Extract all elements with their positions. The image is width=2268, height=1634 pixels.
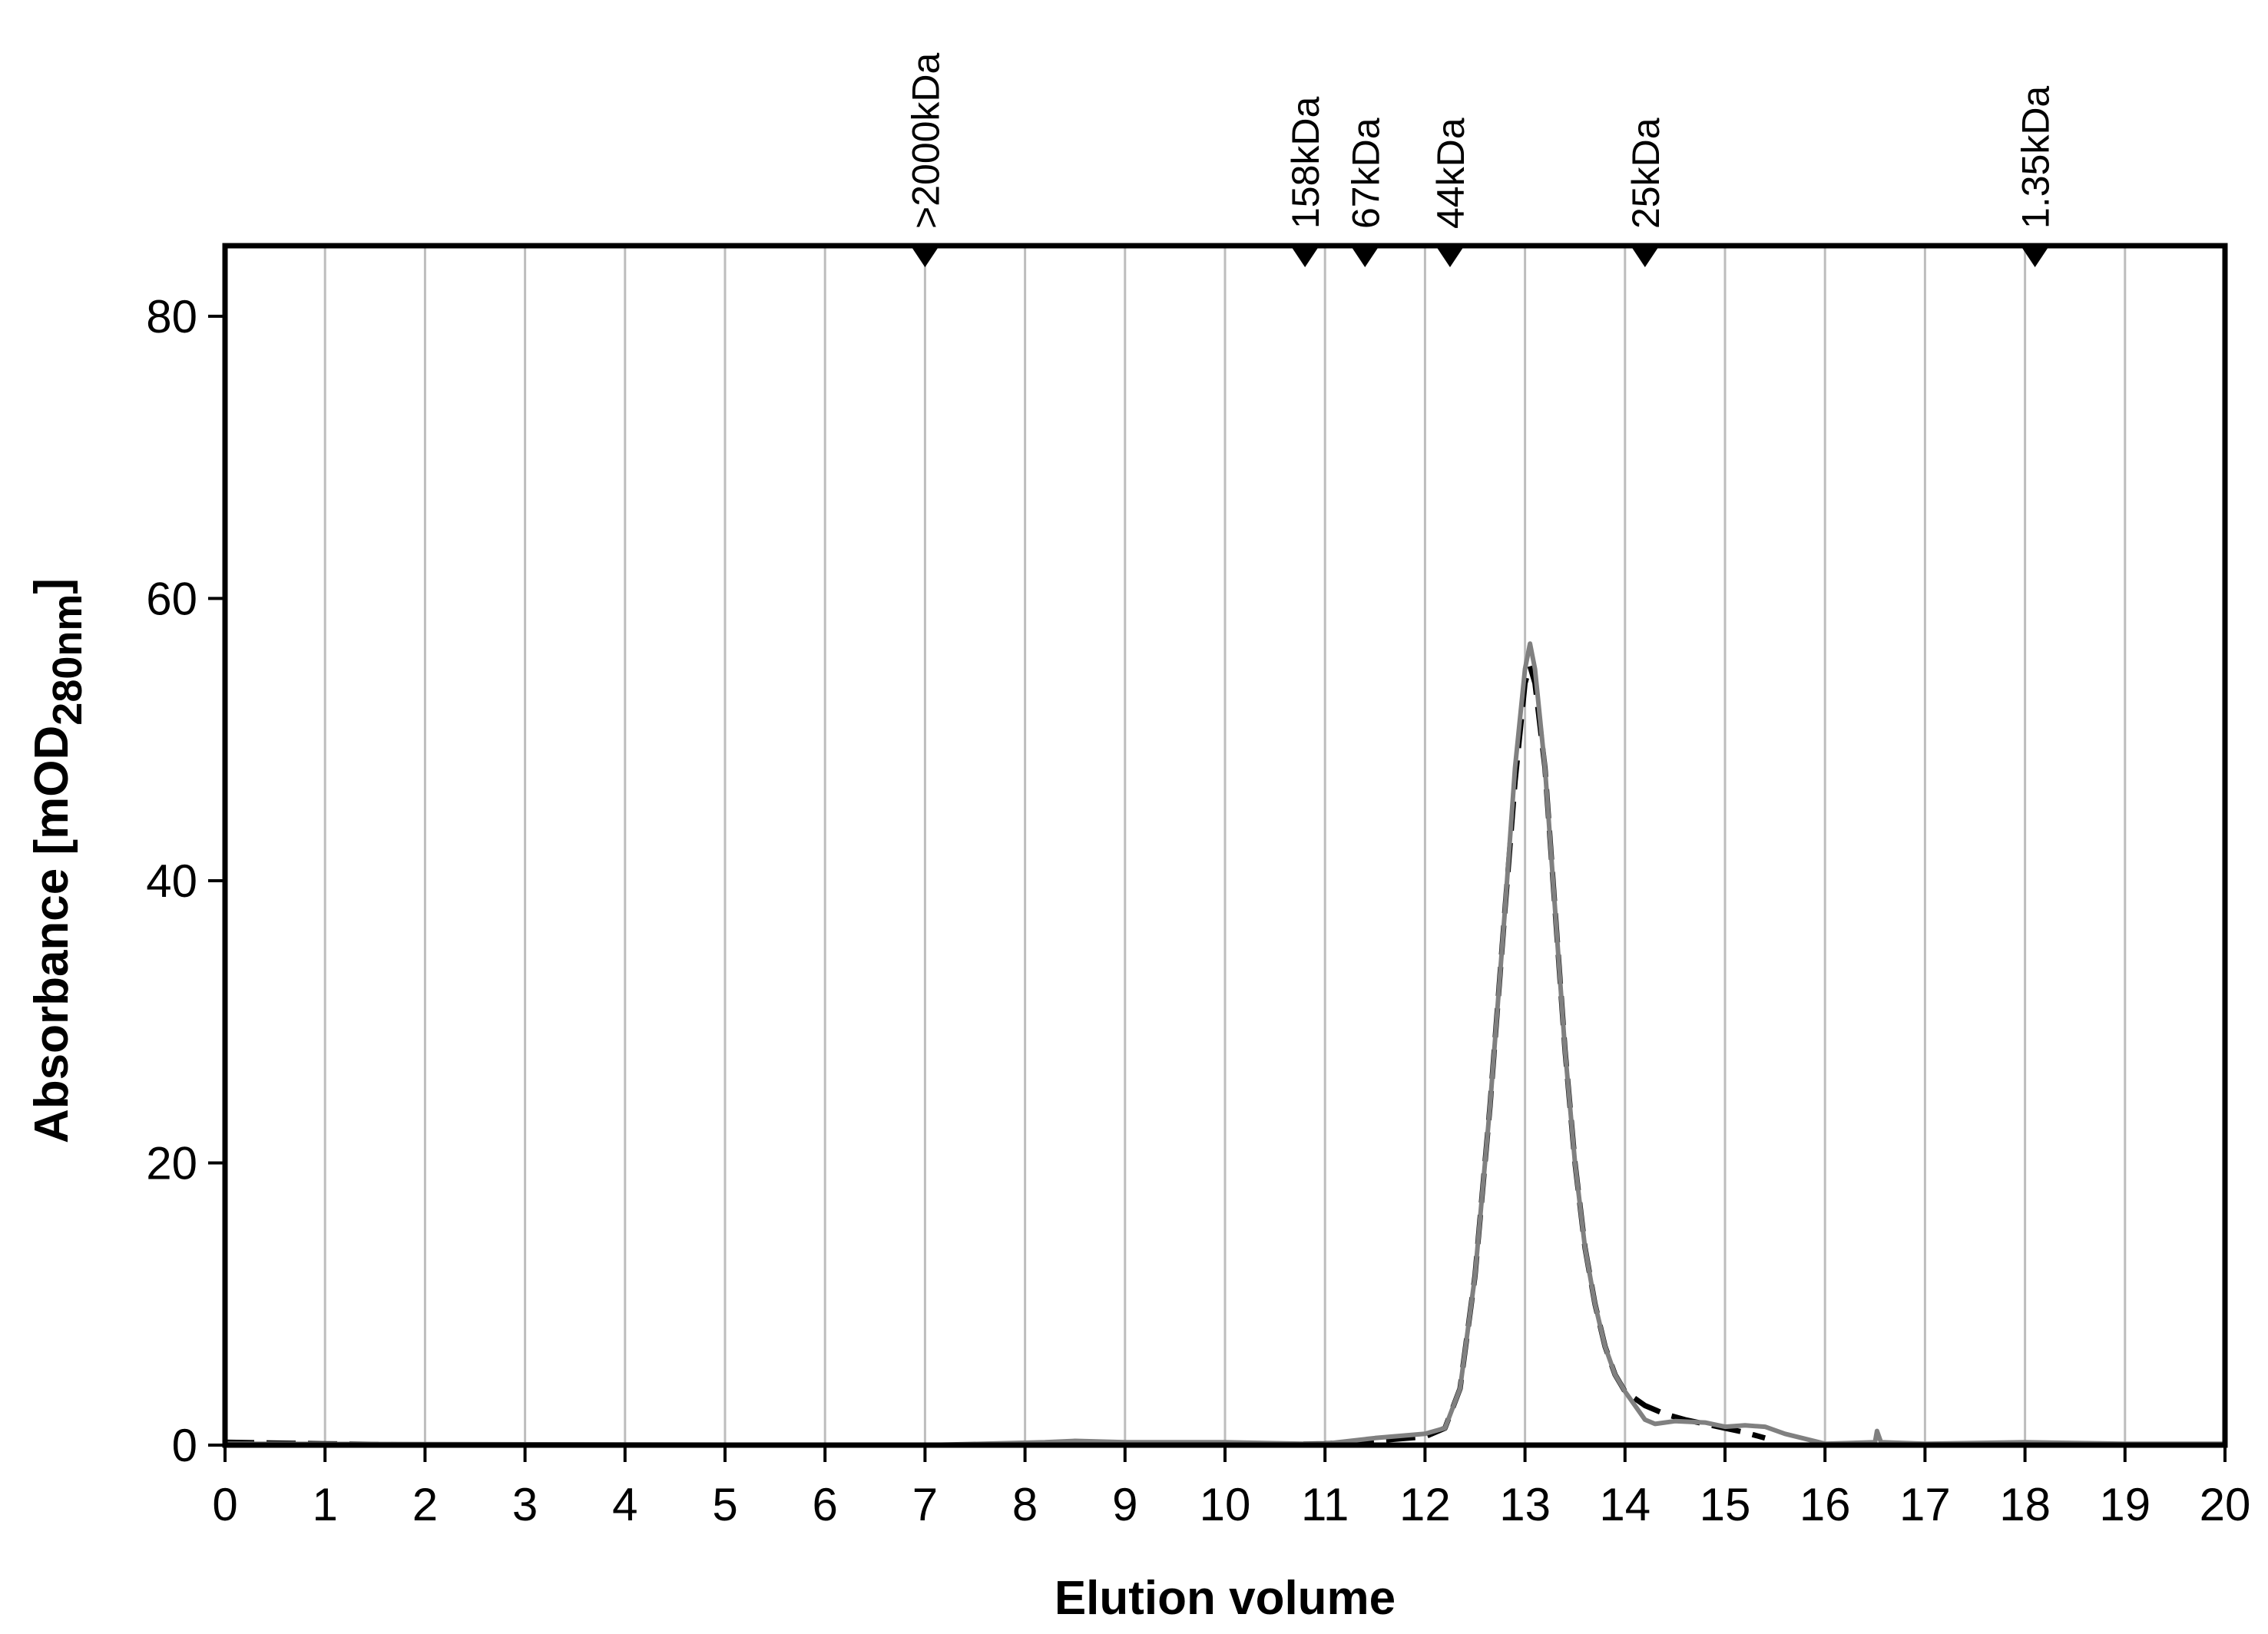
x-tick-label-20: 20 <box>2200 1479 2251 1530</box>
y-tick-label-0: 0 <box>172 1420 197 1471</box>
marker-label-2: 67kDa <box>1344 117 1387 229</box>
x-tick-label-0: 0 <box>212 1479 237 1530</box>
y-tick-label-20: 20 <box>146 1137 197 1189</box>
y-axis-title-subscript: 280nm <box>45 594 91 726</box>
x-tick-label-8: 8 <box>1012 1479 1038 1530</box>
x-tick-label-2: 2 <box>412 1479 438 1530</box>
x-tick-label-18: 18 <box>1999 1479 2051 1530</box>
x-tick-label-14: 14 <box>1599 1479 1651 1530</box>
x-tick-label-11: 11 <box>1301 1479 1349 1530</box>
x-tick-label-12: 12 <box>1399 1479 1451 1530</box>
y-axis-title-main: Absorbance [mOD <box>25 726 78 1143</box>
mw-markers: >2000kDa 158kDa 67kDa 44kDa 25kDa 1.35kDa <box>904 52 2058 267</box>
y-tick-label-80: 80 <box>146 291 197 342</box>
y-tick-label-40: 40 <box>146 855 197 907</box>
x-tick-label-13: 13 <box>1499 1479 1551 1530</box>
y-axis: 0 20 40 60 80 <box>146 291 225 1471</box>
marker-triangle-5 <box>2019 244 2051 267</box>
x-tick-label-5: 5 <box>712 1479 737 1530</box>
marker-label-3: 44kDa <box>1429 117 1472 229</box>
x-axis: 0 1 2 3 4 5 6 7 8 9 10 11 12 13 14 15 16 17 18 19 20 <box>212 1445 2250 1530</box>
marker-label-4: 25kDa <box>1624 117 1667 229</box>
x-tick-label-1: 1 <box>313 1479 338 1530</box>
x-tick-label-7: 7 <box>912 1479 938 1530</box>
marker-triangle-3 <box>1434 244 1465 267</box>
x-tick-label-19: 19 <box>2099 1479 2150 1530</box>
x-tick-label-9: 9 <box>1112 1479 1137 1530</box>
x-tick-label-10: 10 <box>1200 1479 1251 1530</box>
vertical-grid <box>323 246 2127 1445</box>
marker-triangle-4 <box>1629 244 1660 267</box>
marker-label-1: 158kDa <box>1284 96 1327 229</box>
x-tick-label-6: 6 <box>813 1479 838 1530</box>
marker-triangle-0 <box>909 244 941 267</box>
y-tick-label-60: 60 <box>146 573 197 624</box>
marker-triangle-1 <box>1290 244 1321 267</box>
y-axis-title: Absorbance [mOD280nm] <box>25 578 91 1143</box>
marker-label-5: 1.35kDa <box>2015 86 2058 229</box>
marker-label-0: >2000kDa <box>904 52 947 229</box>
x-tick-label-16: 16 <box>1800 1479 1851 1530</box>
series-line-0 <box>224 663 1766 1448</box>
x-axis-title: Elution volume <box>1055 1572 1396 1625</box>
x-tick-label-15: 15 <box>1700 1479 1751 1530</box>
x-tick-label-3: 3 <box>512 1479 538 1530</box>
marker-triangle-2 <box>1349 244 1381 267</box>
x-tick-label-17: 17 <box>1899 1479 1951 1530</box>
x-tick-label-4: 4 <box>612 1479 637 1530</box>
y-axis-title-suffix: ] <box>25 578 78 594</box>
